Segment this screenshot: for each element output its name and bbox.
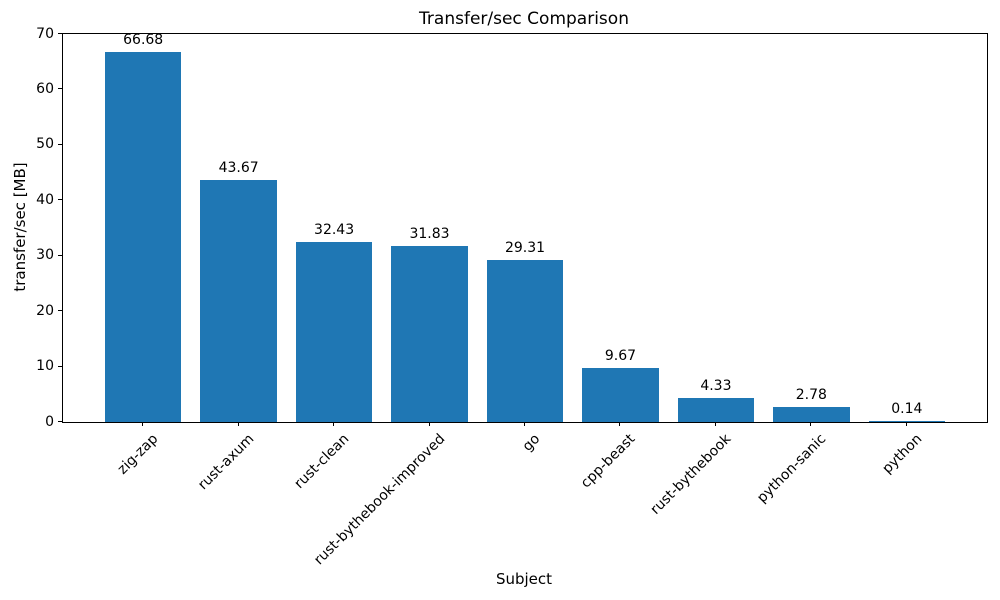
plot-area: 66.68 43.67 32.43 31.83 29.31 9.67 4.33 2.78 0.1… <box>62 32 988 423</box>
y-tick-mark <box>58 88 62 90</box>
x-tick-label: rust-axum <box>194 431 257 494</box>
bar <box>486 260 564 422</box>
bar-value-label: 0.14 <box>891 401 923 417</box>
x-tick-mark <box>905 422 907 426</box>
y-tick-label: 0 <box>45 413 54 430</box>
y-tick-mark <box>58 310 62 312</box>
bar-value-label: 9.67 <box>604 348 637 364</box>
bar-value-label: 43.67 <box>218 160 259 176</box>
x-axis-label: Subject <box>495 570 553 588</box>
bar <box>105 52 182 422</box>
x-tick-mark <box>142 422 144 426</box>
x-tick-label: python-sanic <box>754 431 830 507</box>
y-tick-label: 30 <box>36 247 54 264</box>
chart-title: Transfer/sec Comparison <box>419 9 629 29</box>
x-tick-mark <box>810 422 812 426</box>
bar <box>295 242 373 422</box>
y-tick-label: 40 <box>36 191 54 208</box>
x-tick-mark <box>428 422 430 426</box>
y-tick-mark <box>58 33 62 34</box>
bar-value-label: 32.43 <box>314 222 355 238</box>
y-tick-label: 10 <box>36 358 54 375</box>
y-tick-label: 60 <box>36 80 54 97</box>
y-tick-mark <box>58 143 62 145</box>
x-tick-label: python <box>879 431 926 477</box>
y-tick-mark <box>58 254 62 256</box>
bar <box>773 407 850 422</box>
bar-value-label: 2.78 <box>795 387 827 403</box>
bar-value-label: 66.68 <box>123 32 164 48</box>
y-tick-mark <box>58 421 62 422</box>
x-tick-mark <box>524 422 525 426</box>
y-tick-label: 50 <box>36 136 54 153</box>
bar <box>582 368 659 422</box>
x-tick-label: zig-zap <box>114 431 162 478</box>
y-tick-mark <box>58 199 62 201</box>
x-tick-mark <box>714 422 716 426</box>
y-tick-label: 70 <box>36 25 54 42</box>
x-tick-mark <box>237 422 239 426</box>
x-tick-label: rust-clean <box>291 431 353 492</box>
bar-value-label: 31.83 <box>409 226 450 242</box>
y-tick-mark <box>58 365 62 367</box>
x-tick-mark <box>619 422 621 426</box>
bar <box>677 398 755 422</box>
x-tick-label: go <box>519 431 544 455</box>
bar <box>391 246 468 422</box>
x-tick-label: cpp-beast <box>578 431 639 492</box>
bar <box>868 421 945 422</box>
bar <box>200 180 277 422</box>
x-tick-mark <box>333 422 335 426</box>
y-axis-label: transfer/sec [MB] <box>11 162 29 292</box>
bar-value-label: 4.33 <box>700 378 732 394</box>
bar-value-label: 29.31 <box>504 240 546 256</box>
y-tick-label: 20 <box>36 302 54 319</box>
x-tick-label: rust-bythebook <box>647 431 735 518</box>
